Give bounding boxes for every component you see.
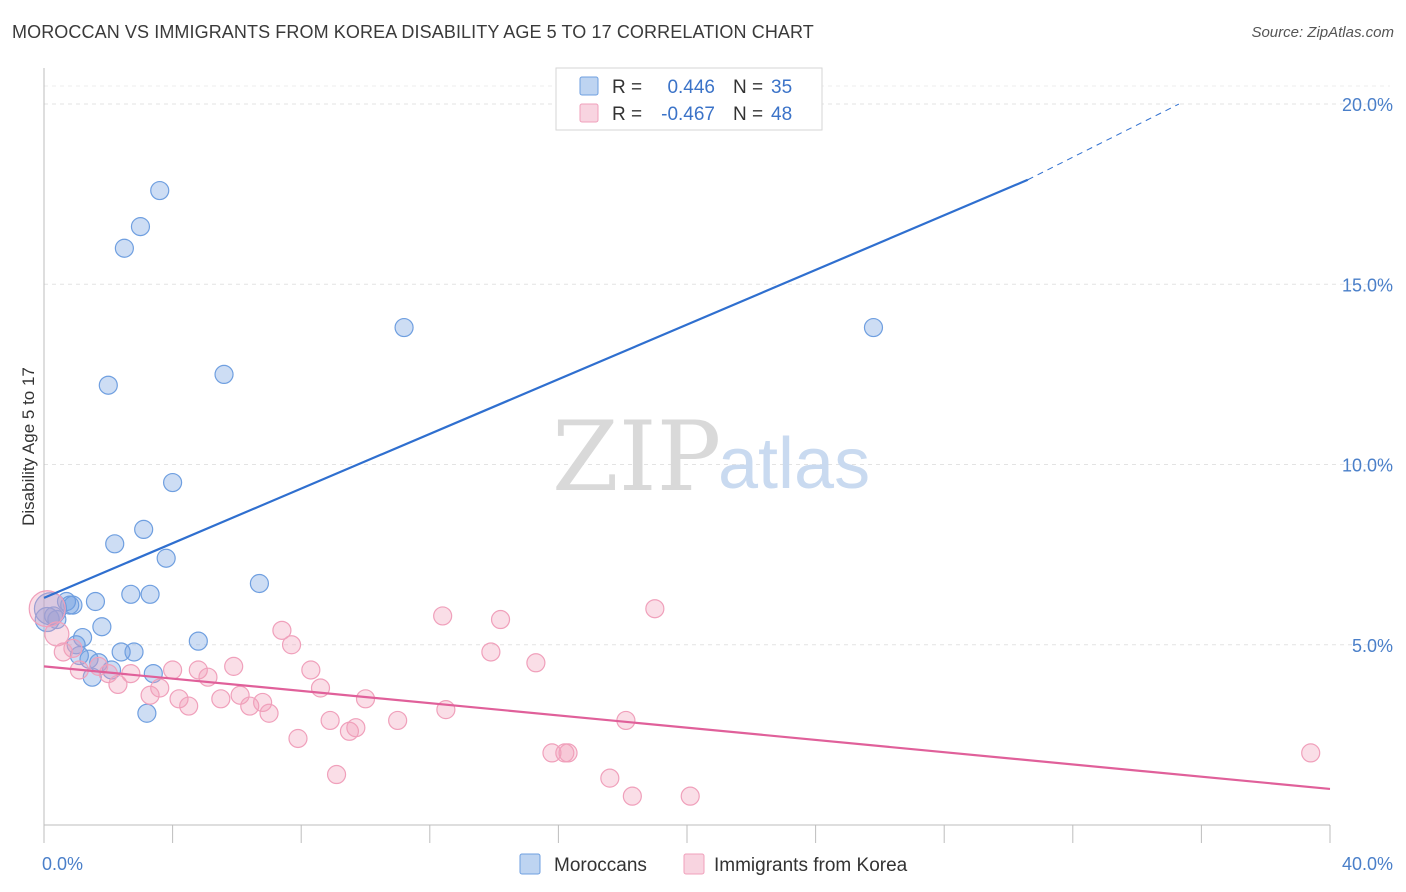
- point-korea: [169, 689, 189, 709]
- point-moroccans: [134, 519, 154, 540]
- point-korea: [600, 768, 620, 788]
- x-tick-labels: 0.0% 40.0%: [42, 854, 1393, 874]
- point-moroccans: [249, 573, 270, 594]
- trend-line-extension: [1027, 103, 1180, 181]
- chart-title: MOROCCAN VS IMMIGRANTS FROM KOREA DISABI…: [12, 22, 814, 42]
- point-moroccans: [124, 642, 144, 662]
- series-legend-label: Immigrants from Korea: [714, 855, 908, 876]
- point-korea: [140, 685, 160, 705]
- legend-swatch: [579, 103, 599, 123]
- point-korea: [281, 635, 302, 655]
- legend-n-label: N =: [733, 104, 763, 125]
- point-korea: [211, 689, 231, 709]
- point-moroccans: [394, 317, 414, 338]
- point-korea: [490, 609, 511, 630]
- point-moroccans: [114, 238, 134, 258]
- trend-lines: [43, 103, 1331, 791]
- point-moroccans: [72, 627, 93, 648]
- series-legend-swatch: [683, 853, 705, 875]
- point-korea: [150, 678, 170, 698]
- point-moroccans: [105, 534, 125, 554]
- series-legend-swatch: [519, 853, 541, 875]
- point-korea: [481, 642, 501, 662]
- series-legend: Moroccans Immigrants from Korea: [519, 853, 908, 876]
- point-moroccans: [137, 703, 157, 723]
- point-korea: [433, 606, 453, 626]
- point-moroccans: [92, 617, 112, 637]
- watermark: ZIP atlas: [552, 401, 870, 513]
- point-korea: [320, 710, 340, 731]
- point-korea: [1301, 743, 1321, 763]
- point-korea: [346, 718, 366, 738]
- legend-n-value: 48: [771, 104, 792, 125]
- legend-swatch: [579, 76, 599, 96]
- point-korea: [224, 656, 244, 676]
- point-korea: [355, 689, 376, 709]
- watermark-zip: ZIP: [552, 401, 721, 513]
- point-moroccans: [863, 317, 884, 338]
- stats-legend: R = 0.446 N = 35 R = -0.467 N = 48: [555, 67, 823, 131]
- watermark-atlas: atlas: [718, 424, 870, 504]
- point-moroccans: [150, 180, 170, 201]
- point-korea: [259, 703, 279, 723]
- axes: [43, 68, 1331, 843]
- y-tick-label: 20.0%: [1342, 95, 1393, 115]
- source-credit: Source: ZipAtlas.com: [1251, 24, 1394, 41]
- point-korea: [558, 743, 578, 763]
- legend-r-value: 0.446: [667, 77, 715, 98]
- point-korea: [179, 696, 199, 716]
- legend-n-label: N =: [733, 77, 763, 98]
- point-moroccans: [156, 548, 176, 568]
- legend-box: [555, 67, 823, 131]
- point-korea: [526, 653, 546, 673]
- point-moroccans: [130, 217, 151, 237]
- point-moroccans: [188, 631, 208, 651]
- point-korea: [44, 621, 70, 647]
- point-moroccans: [140, 584, 160, 604]
- y-tick-label: 10.0%: [1342, 456, 1393, 476]
- trend-line-moroccans: [43, 178, 1029, 599]
- point-korea: [53, 642, 73, 662]
- point-korea: [622, 786, 642, 806]
- point-moroccans: [163, 472, 183, 493]
- point-korea: [163, 660, 183, 680]
- point-moroccans: [33, 592, 68, 626]
- point-korea: [301, 660, 321, 680]
- y-tick-labels: 5.0% 10.0% 15.0% 20.0%: [1342, 95, 1393, 656]
- legend-r-value: -0.467: [661, 104, 715, 125]
- point-korea: [253, 692, 273, 713]
- x-tick-label: 0.0%: [42, 854, 83, 874]
- point-korea: [288, 728, 308, 749]
- point-moroccans: [121, 584, 141, 604]
- data-points: [28, 180, 1321, 806]
- point-korea: [326, 764, 347, 785]
- legend-r-label: R =: [612, 77, 642, 98]
- x-tick-label: 40.0%: [1342, 854, 1393, 874]
- point-korea: [388, 710, 408, 731]
- point-korea: [680, 786, 700, 806]
- point-korea: [339, 721, 360, 741]
- y-axis-label: Disability Age 5 to 17: [19, 367, 38, 526]
- series-legend-label: Moroccans: [554, 855, 647, 876]
- point-korea: [188, 660, 208, 680]
- point-moroccans: [63, 595, 83, 615]
- grid-lines: [44, 85, 1390, 646]
- point-korea: [230, 685, 250, 705]
- point-moroccans: [214, 364, 234, 385]
- point-moroccans: [98, 375, 118, 395]
- y-tick-label: 5.0%: [1352, 636, 1393, 656]
- y-tick-label: 15.0%: [1342, 275, 1393, 295]
- point-korea: [108, 674, 128, 695]
- point-korea: [272, 620, 292, 640]
- point-korea: [645, 599, 665, 619]
- point-moroccans: [85, 591, 106, 612]
- legend-n-value: 35: [771, 77, 792, 98]
- legend-r-label: R =: [612, 104, 642, 125]
- trend-line-korea: [43, 665, 1331, 791]
